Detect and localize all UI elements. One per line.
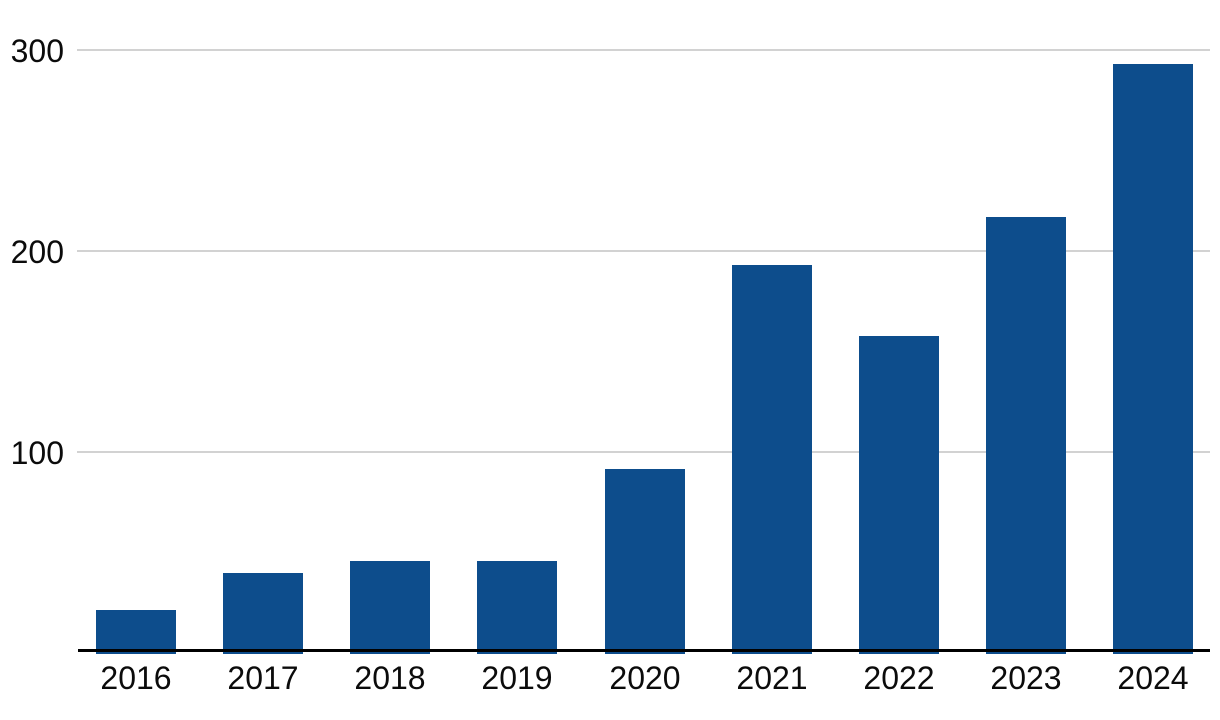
- x-tick-label-2017: 2017: [227, 660, 299, 696]
- x-tick-label-2023: 2023: [990, 660, 1062, 696]
- x-tick-label-2016: 2016: [100, 660, 172, 696]
- x-tick-label-2019: 2019: [481, 660, 553, 696]
- bar-2020: [605, 469, 685, 654]
- x-tick-label-2021: 2021: [736, 660, 808, 696]
- y-tick-label-100: 100: [10, 435, 64, 471]
- y-tick-label-200: 200: [10, 234, 64, 270]
- bar-2019: [477, 561, 557, 654]
- bar-2022: [859, 336, 939, 654]
- gridline-200: [77, 250, 1210, 252]
- bar-2017: [223, 573, 303, 654]
- y-tick-label-300: 300: [10, 33, 64, 69]
- x-tick-label-2020: 2020: [609, 660, 681, 696]
- bar-2016: [96, 610, 176, 654]
- gridline-300: [77, 49, 1210, 51]
- x-tick-label-2024: 2024: [1117, 660, 1189, 696]
- x-axis-line: [78, 649, 1210, 652]
- bar-2018: [350, 561, 430, 654]
- bar-2024: [1113, 64, 1193, 654]
- x-tick-label-2018: 2018: [354, 660, 426, 696]
- x-tick-label-2022: 2022: [863, 660, 935, 696]
- bar-2021: [732, 265, 812, 654]
- gridline-100: [77, 451, 1210, 453]
- bar-2023: [986, 217, 1066, 654]
